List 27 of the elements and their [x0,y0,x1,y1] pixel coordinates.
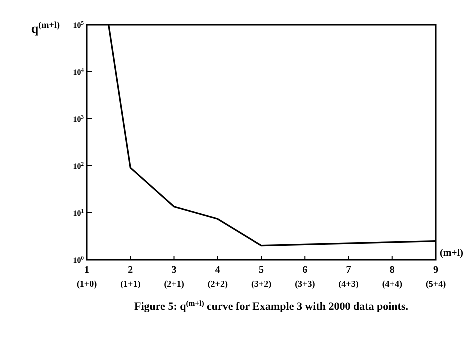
x-tick-label: 4 [215,265,220,276]
x-tick-label: 9 [434,265,438,276]
y-tick-label: 10$^{3}$ [73,115,84,124]
text: (1+0) [76,279,98,289]
text: (4+3) [338,279,359,289]
text: (2+2) [208,279,228,289]
text: (1+1) [120,279,141,289]
x-tick-label: 7 [346,265,352,276]
x-axis-title: (m+l) [440,248,464,259]
text: (2+1) [164,279,184,289]
text: (3+2) [251,279,272,289]
x-tick-label: 8 [390,265,395,276]
x-tick-label: 5 [259,265,264,276]
y-tick-label: 10$^{4}$ [73,68,84,77]
y-tick-label: 10$^{5}$ [73,21,84,30]
y-tick-label: 10$^{2}$ [73,162,84,171]
y-tick-label: 10$^{0}$ [73,256,84,265]
text: (5+4) [426,279,446,289]
caption: Figure 5: q$^{(m+l)}$ curve for Example 3 with 2000 data points. [134,298,409,313]
y-tick-label: 10$^{1}$ [73,209,84,218]
x-tick-label: 2 [128,265,134,276]
x-tick-label: 3 [172,265,177,276]
x-tick-label: 1 [84,265,90,276]
y-axis-title: q$^{(m+l)}$ [31,20,60,36]
text: (3+3) [295,279,316,289]
x-tick-label: 6 [302,265,308,276]
text: (4+4) [382,279,402,289]
